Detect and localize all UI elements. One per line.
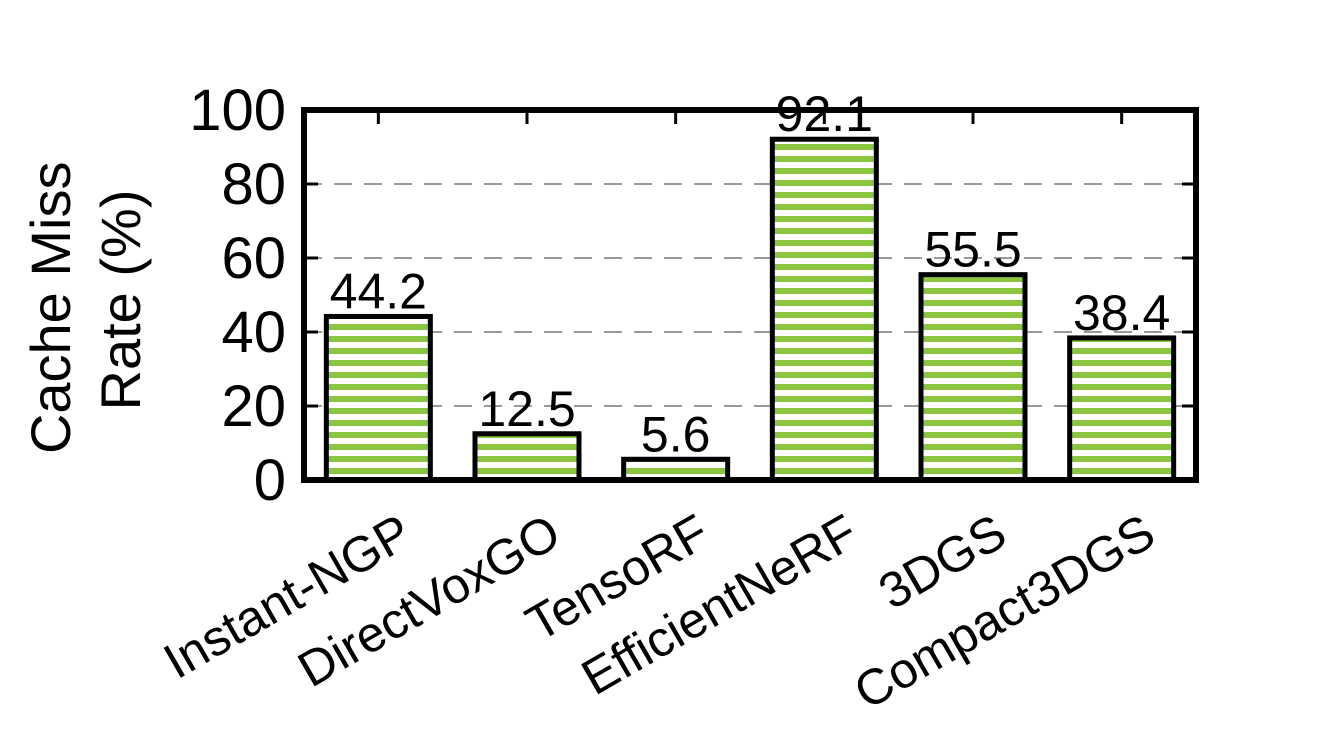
- value-label: 38.4: [1073, 285, 1170, 341]
- bar-efficientnerf: [769, 136, 879, 483]
- value-label: 55.5: [924, 222, 1021, 278]
- value-label: 92.1: [776, 86, 873, 142]
- value-labels: 44.2 12.5 5.6 92.1 55.5 38.4: [330, 86, 1171, 462]
- gridlines: [304, 183, 1196, 407]
- bars: [323, 136, 1177, 483]
- plot-border: [301, 107, 1199, 483]
- y-axis-label: Cache Miss Rate (%): [19, 146, 152, 454]
- bar-tensorf: [621, 456, 731, 483]
- plot-frame: [301, 107, 1199, 483]
- value-label: 5.6: [641, 406, 711, 462]
- y-tick-label: 100: [189, 78, 286, 143]
- bar-3dgs: [918, 272, 1028, 483]
- y-tick-label: 20: [221, 374, 286, 439]
- y-tick-label: 80: [221, 152, 286, 217]
- value-label: 12.5: [478, 381, 575, 437]
- y-tick-label: 40: [221, 300, 286, 365]
- bar-compact3dgs: [1067, 335, 1177, 483]
- y-axis-label-line-1: Cache Miss: [19, 162, 82, 455]
- y-tick-label: 0: [254, 448, 286, 513]
- y-axis-ticks: 0 20 40 60 80 100: [189, 78, 1196, 513]
- y-tick-label: 60: [221, 226, 286, 291]
- bar-directvoxgo: [472, 431, 582, 483]
- bar-instant-ngp: [323, 313, 433, 483]
- value-label: 44.2: [330, 263, 427, 319]
- y-axis-label-line-2: Rate (%): [89, 190, 152, 411]
